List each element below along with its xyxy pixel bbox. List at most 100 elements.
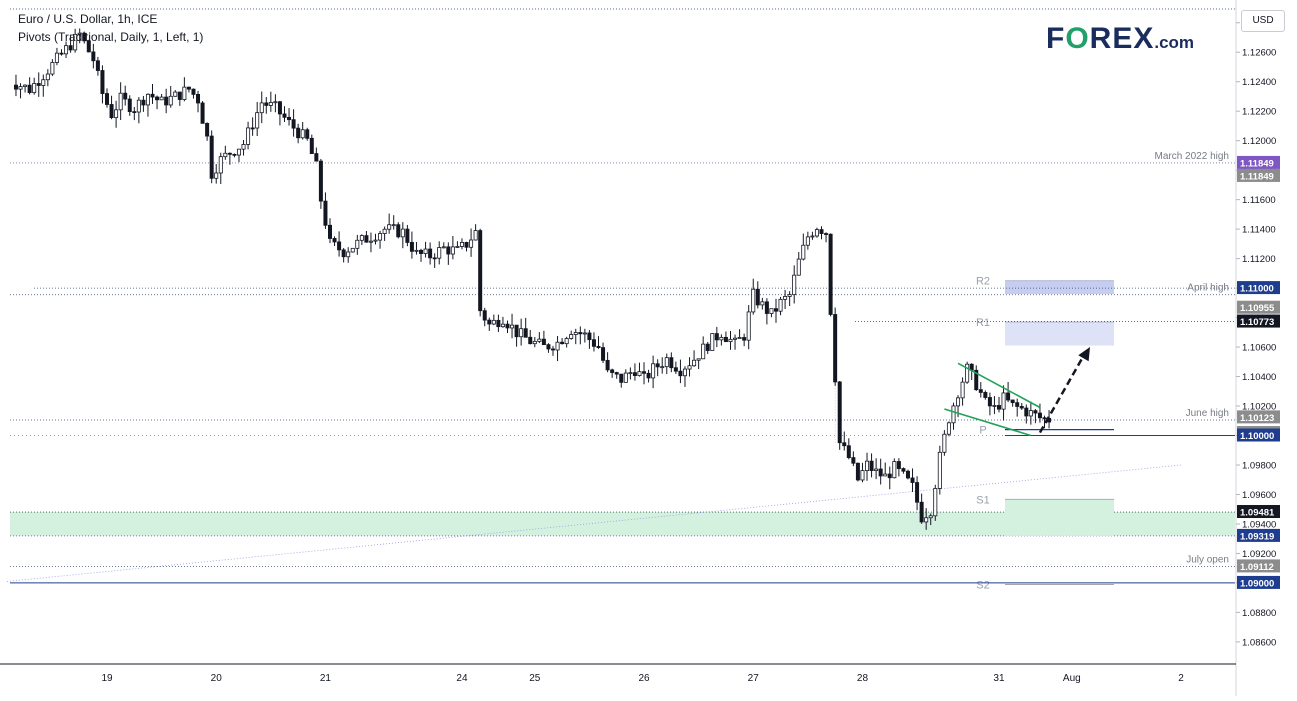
candle[interactable]: [277, 100, 282, 126]
candle[interactable]: [682, 366, 687, 387]
candle[interactable]: [423, 241, 428, 258]
candle[interactable]: [746, 305, 751, 350]
candle[interactable]: [141, 95, 146, 112]
candle[interactable]: [810, 231, 815, 240]
candle[interactable]: [892, 458, 897, 479]
candle[interactable]: [946, 421, 951, 437]
candle[interactable]: [246, 121, 251, 150]
candle[interactable]: [596, 336, 601, 349]
candle[interactable]: [678, 359, 683, 384]
candle[interactable]: [978, 382, 983, 398]
price-label-badge[interactable]: 1.09481: [1237, 505, 1280, 519]
candle[interactable]: [591, 332, 596, 352]
candle[interactable]: [628, 367, 633, 380]
candle[interactable]: [601, 342, 606, 364]
candle[interactable]: [632, 363, 637, 381]
candle[interactable]: [318, 158, 323, 209]
candle[interactable]: [992, 396, 997, 415]
candle[interactable]: [378, 230, 383, 249]
price-axis[interactable]: 1.128001.126001.124001.122001.120001.118…: [1235, 0, 1280, 696]
candle[interactable]: [364, 231, 369, 243]
candle[interactable]: [1028, 401, 1033, 425]
candle[interactable]: [314, 147, 319, 162]
candle[interactable]: [437, 241, 442, 265]
candle[interactable]: [68, 34, 73, 53]
candle[interactable]: [359, 234, 364, 246]
price-label-badge[interactable]: 1.10000: [1237, 428, 1280, 443]
candle[interactable]: [191, 88, 196, 99]
price-label-badge[interactable]: 1.11849: [1237, 168, 1280, 183]
candle[interactable]: [405, 224, 410, 247]
candle[interactable]: [487, 317, 492, 331]
candle[interactable]: [937, 445, 942, 495]
candle[interactable]: [387, 213, 392, 234]
candle[interactable]: [887, 466, 892, 490]
candle[interactable]: [619, 373, 624, 388]
candle[interactable]: [214, 164, 219, 184]
candle[interactable]: [605, 352, 610, 373]
candle[interactable]: [960, 377, 965, 406]
candle[interactable]: [855, 462, 860, 482]
candle[interactable]: [910, 468, 915, 492]
wedge-lower-line[interactable]: [944, 408, 1032, 437]
currency-selector[interactable]: USD: [1241, 10, 1285, 32]
candle[interactable]: [1019, 402, 1024, 410]
candle[interactable]: [236, 148, 241, 163]
candle[interactable]: [915, 476, 920, 511]
candle[interactable]: [919, 493, 924, 524]
candle[interactable]: [514, 324, 519, 347]
candle[interactable]: [159, 93, 164, 101]
candle[interactable]: [987, 392, 992, 416]
candle[interactable]: [901, 467, 906, 474]
candle[interactable]: [168, 86, 173, 108]
candle[interactable]: [555, 335, 560, 362]
candle[interactable]: [300, 121, 305, 140]
candle[interactable]: [132, 106, 137, 121]
candle[interactable]: [54, 47, 59, 66]
candle[interactable]: [869, 453, 874, 478]
candle[interactable]: [400, 222, 405, 249]
candle[interactable]: [218, 152, 223, 184]
candle[interactable]: [273, 94, 278, 113]
candle[interactable]: [50, 59, 55, 77]
candle[interactable]: [905, 469, 910, 480]
candle[interactable]: [733, 334, 738, 350]
candle[interactable]: [896, 458, 901, 477]
candle[interactable]: [41, 74, 46, 97]
candle[interactable]: [232, 153, 237, 158]
candle[interactable]: [760, 297, 765, 310]
candle[interactable]: [664, 353, 669, 375]
candle[interactable]: [114, 100, 119, 128]
candle[interactable]: [450, 235, 455, 260]
price-label-badge[interactable]: 1.09112: [1237, 559, 1280, 573]
candle[interactable]: [18, 83, 23, 99]
candle[interactable]: [227, 152, 232, 165]
candle[interactable]: [642, 362, 647, 385]
candle[interactable]: [259, 91, 264, 124]
candle[interactable]: [482, 307, 487, 327]
candle[interactable]: [528, 330, 533, 345]
candle[interactable]: [391, 215, 396, 230]
candle[interactable]: [778, 296, 783, 316]
candle[interactable]: [637, 362, 642, 377]
candle[interactable]: [878, 458, 883, 485]
candle[interactable]: [669, 352, 674, 373]
candle[interactable]: [951, 402, 956, 430]
candle[interactable]: [86, 39, 91, 53]
candle[interactable]: [851, 451, 856, 467]
candle[interactable]: [136, 97, 141, 124]
time-axis[interactable]: 19 20 21 24 25 26 27 28 31 Aug 2: [0, 663, 1236, 684]
candle[interactable]: [323, 192, 328, 229]
candle[interactable]: [45, 69, 50, 87]
bullish-arrow-head[interactable]: [1078, 347, 1091, 362]
candle[interactable]: [701, 336, 706, 360]
candle[interactable]: [105, 88, 110, 108]
candle[interactable]: [874, 458, 879, 480]
candle[interactable]: [459, 238, 464, 250]
candle[interactable]: [223, 145, 228, 160]
candle[interactable]: [541, 330, 546, 346]
candle[interactable]: [186, 86, 191, 93]
candle[interactable]: [673, 361, 678, 374]
candle[interactable]: [796, 252, 801, 276]
candle[interactable]: [928, 513, 933, 526]
